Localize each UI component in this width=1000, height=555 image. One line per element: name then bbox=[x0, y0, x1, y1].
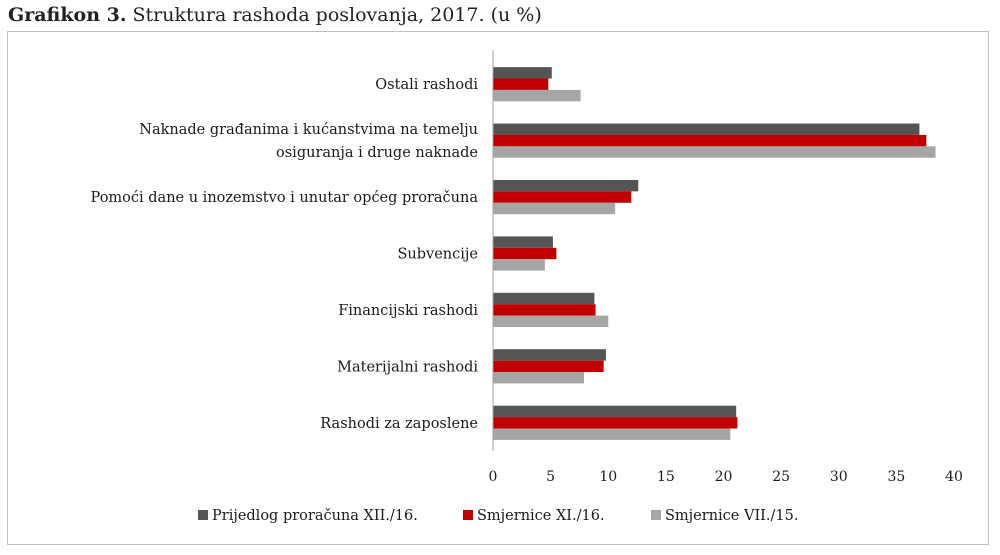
bar-2-cat-2 bbox=[493, 134, 927, 147]
bar-3-cat-1 bbox=[493, 89, 581, 102]
bar-2-cat-6 bbox=[493, 360, 604, 373]
bar-1-cat-7 bbox=[493, 405, 737, 418]
bar-3-cat-7 bbox=[493, 428, 731, 440]
category-label: Financijski rashodi bbox=[338, 303, 478, 319]
bar-2-cat-3 bbox=[493, 191, 632, 203]
x-tick-label: 10 bbox=[599, 469, 617, 485]
x-tick-label: 20 bbox=[715, 469, 733, 485]
bar-2-cat-4 bbox=[493, 247, 557, 260]
x-tick-label: 0 bbox=[489, 469, 498, 485]
chart-title-text: Struktura rashoda poslovanja, 2017. (u %… bbox=[126, 4, 542, 26]
category-label: Pomoći dane u inozemstvo i unutar općeg … bbox=[91, 190, 479, 206]
x-tick-label: 40 bbox=[945, 469, 963, 485]
chart-frame bbox=[7, 31, 989, 545]
bar-2-cat-1 bbox=[493, 78, 549, 90]
bar-3-cat-4 bbox=[493, 259, 545, 271]
category-label: Naknade građanima i kućanstvima na temel… bbox=[139, 122, 478, 138]
chart-title: Grafikon 3. Struktura rashoda poslovanja… bbox=[8, 4, 542, 26]
category-label: Materijalni rashodi bbox=[337, 359, 478, 375]
x-tick-label: 5 bbox=[546, 469, 555, 485]
chart-title-bold: Grafikon 3. bbox=[8, 4, 127, 26]
legend-label-1: Prijedlog proračuna XII./16. bbox=[212, 508, 418, 524]
bar-1-cat-3 bbox=[493, 179, 639, 192]
category-label: osiguranja i druge naknade bbox=[276, 145, 478, 161]
legend-swatch-3 bbox=[651, 510, 661, 520]
bar-1-cat-4 bbox=[493, 236, 553, 248]
bar-2-cat-7 bbox=[493, 417, 738, 429]
bar-3-cat-2 bbox=[493, 146, 936, 158]
category-label: Rashodi za zaposlene bbox=[320, 416, 478, 432]
bar-3-cat-6 bbox=[493, 372, 585, 384]
bar-2-cat-5 bbox=[493, 304, 596, 316]
bar-3-cat-3 bbox=[493, 202, 616, 215]
legend-label-3: Smjernice VII./15. bbox=[665, 508, 798, 524]
x-tick-label: 35 bbox=[887, 469, 905, 485]
x-tick-label: 25 bbox=[772, 469, 790, 485]
x-tick-label: 30 bbox=[830, 469, 848, 485]
bar-1-cat-5 bbox=[493, 292, 595, 305]
legend-label-2: Smjernice XI./16. bbox=[477, 508, 605, 524]
bar-1-cat-1 bbox=[493, 67, 552, 79]
bar-1-cat-6 bbox=[493, 349, 606, 361]
legend-swatch-1 bbox=[198, 510, 208, 520]
bar-3-cat-5 bbox=[493, 315, 609, 328]
bar-1-cat-2 bbox=[493, 123, 920, 135]
legend-swatch-2 bbox=[463, 510, 473, 520]
x-tick-label: 15 bbox=[657, 469, 675, 485]
category-label: Subvencije bbox=[397, 247, 478, 263]
category-label: Ostali rashodi bbox=[375, 77, 478, 93]
